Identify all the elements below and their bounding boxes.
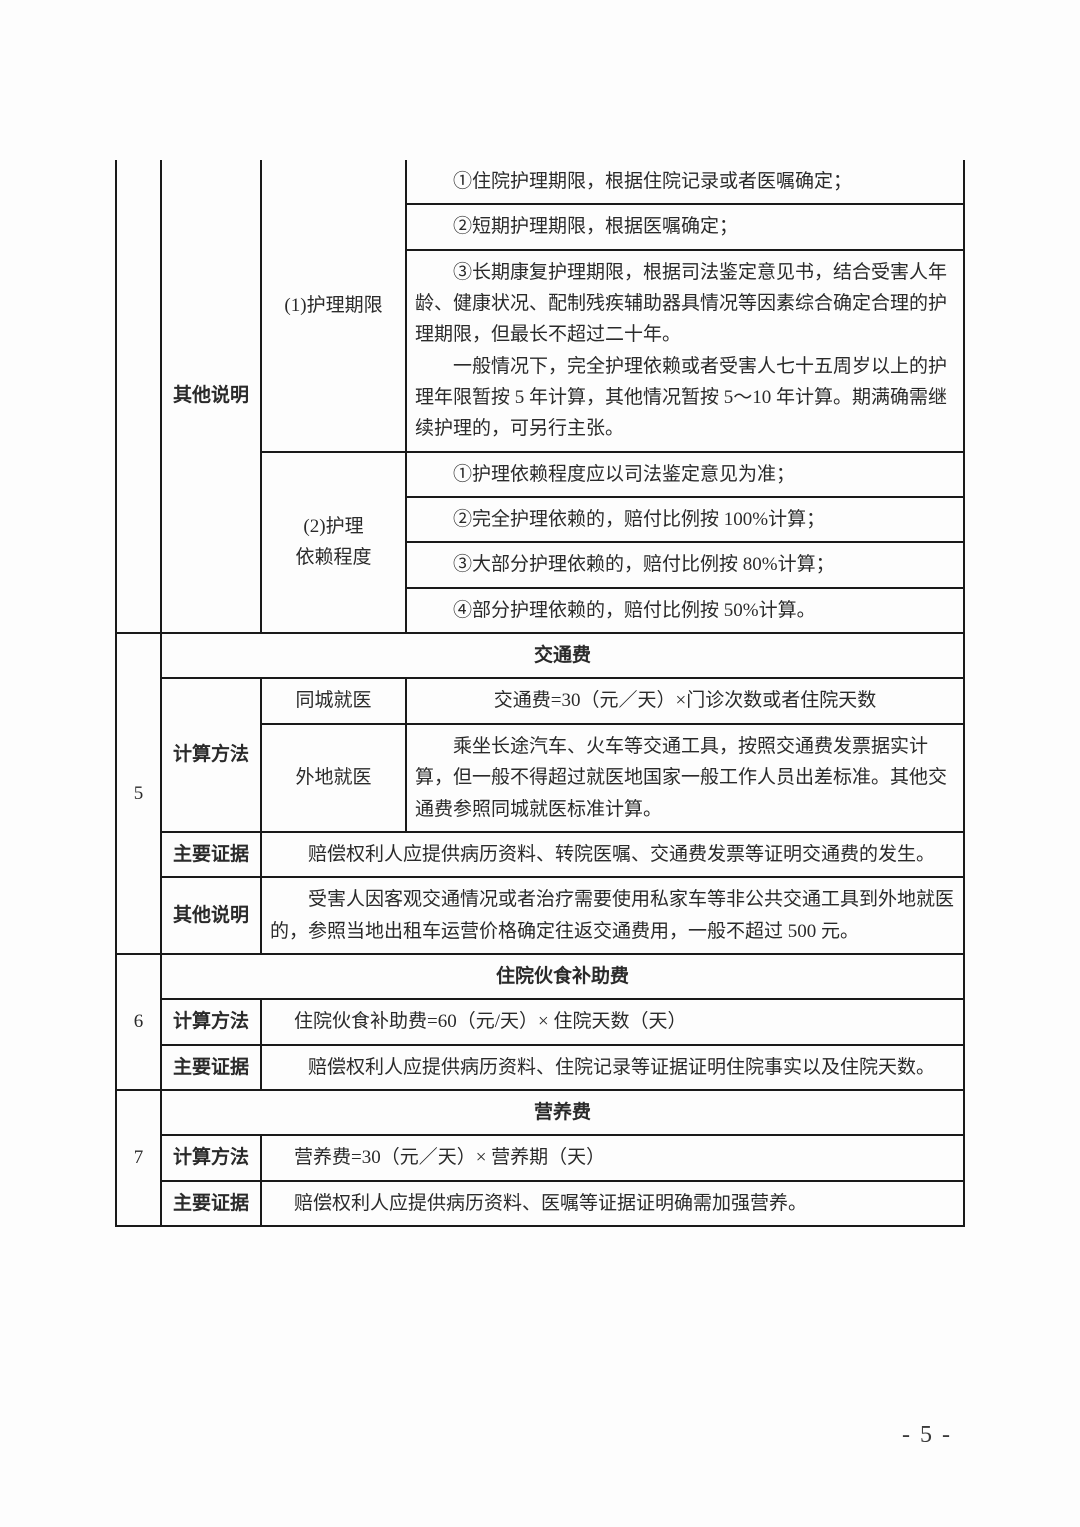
same-city-label: 同城就医 [261, 678, 406, 723]
away-body: 乘坐长途汽车、火车等交通工具，按照交通费发票据实计算，但一般不得超过就医地国家一… [406, 724, 964, 832]
row-6-num: 6 [116, 954, 161, 1090]
row-5-calc-label: 计算方法 [161, 678, 261, 831]
page-number: - 5 - [902, 1422, 952, 1449]
row-7-evi-label: 主要证据 [161, 1181, 261, 1226]
row-6-evi-label: 主要证据 [161, 1045, 261, 1090]
section-6-title: 住院伙食补助费 [161, 954, 964, 999]
row-5-evidence: 赔偿权利人应提供病历资料、转院医嘱、交通费发票等证明交通费的发生。 [261, 832, 964, 877]
section-7-title: 营养费 [161, 1090, 964, 1135]
nursing-period-item-1: ①住院护理期限，根据住院记录或者医嘱确定； [406, 160, 964, 204]
nursing-period-item-2: ②短期护理期限，根据医嘱确定； [406, 204, 964, 249]
nursing-dep-item-2: ②完全护理依赖的，赔付比例按 100%计算； [406, 497, 964, 542]
row-5-evi-label: 主要证据 [161, 832, 261, 877]
row-4-num [116, 160, 161, 633]
section-5-title: 交通费 [161, 633, 964, 678]
away-label: 外地就医 [261, 724, 406, 832]
nursing-dep-item-4: ④部分护理依赖的，赔付比例按 50%计算。 [406, 588, 964, 633]
row-5-other: 受害人因客观交通情况或者治疗需要使用私家车等非公共交通工具到外地就医的，参照当地… [261, 877, 964, 954]
row-7-num: 7 [116, 1090, 161, 1226]
nursing-period-label: (1)护理期限 [261, 160, 406, 452]
nursing-period-item-3: ③长期康复护理期限，根据司法鉴定意见书，结合受害人年龄、健康状况、配制残疾辅助器… [406, 250, 964, 452]
nursing-dep-label: (2)护理 依赖程度 [261, 452, 406, 633]
row-6-evidence: 赔偿权利人应提供病历资料、住院记录等证据证明住院事实以及住院天数。 [261, 1045, 964, 1090]
compensation-table: 其他说明 (1)护理期限 ①住院护理期限，根据住院记录或者医嘱确定； ②短期护理… [115, 160, 965, 1227]
row-5-num: 5 [116, 633, 161, 954]
same-city-body: 交通费=30（元／天）×门诊次数或者住院天数 [406, 678, 964, 723]
row-6-calc: 住院伙食补助费=60（元/天）× 住院天数（天） [261, 999, 964, 1044]
row-5-other-label: 其他说明 [161, 877, 261, 954]
row-4-label: 其他说明 [161, 160, 261, 633]
row-7-calc: 营养费=30（元／天）× 营养期（天） [261, 1135, 964, 1180]
row-7-evidence: 赔偿权利人应提供病历资料、医嘱等证据证明确需加强营养。 [261, 1181, 964, 1226]
row-6-calc-label: 计算方法 [161, 999, 261, 1044]
nursing-dep-item-1: ①护理依赖程度应以司法鉴定意见为准； [406, 452, 964, 497]
row-7-calc-label: 计算方法 [161, 1135, 261, 1180]
nursing-dep-item-3: ③大部分护理依赖的，赔付比例按 80%计算； [406, 542, 964, 587]
